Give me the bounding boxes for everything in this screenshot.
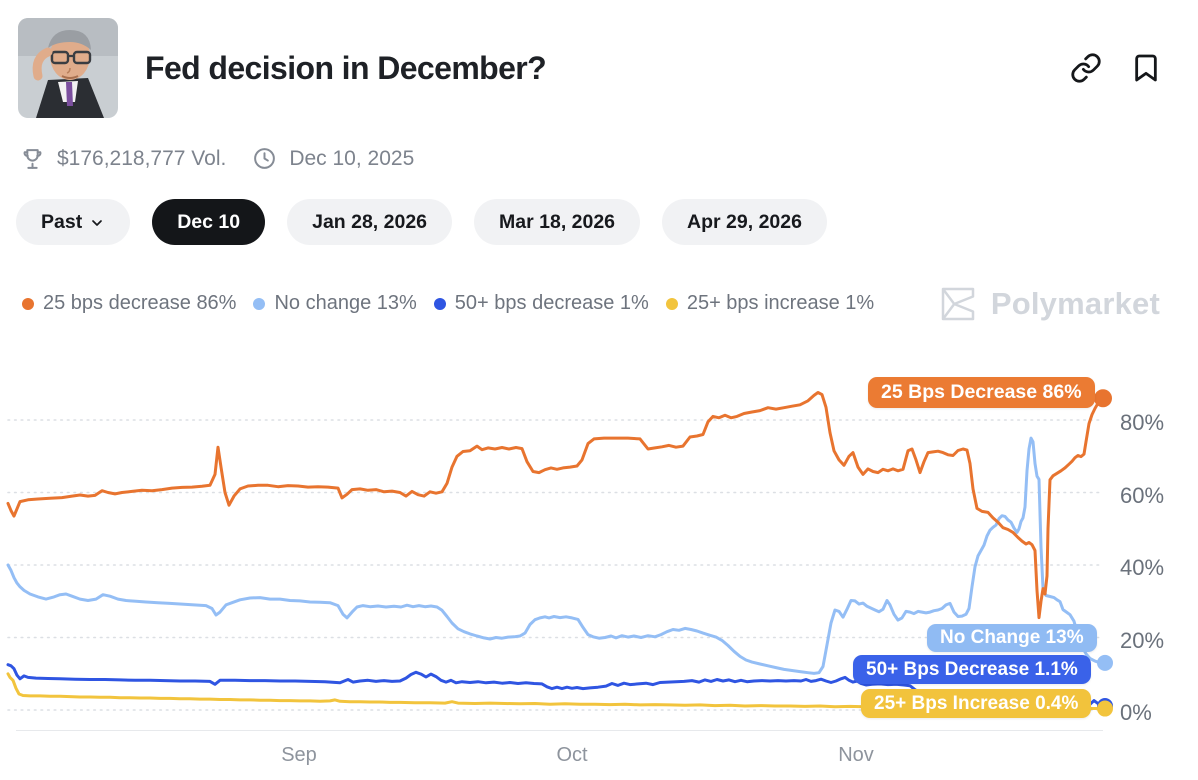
legend-dot-yellow: [665, 297, 678, 310]
volume-stat: $176,218,777 Vol.: [57, 146, 227, 170]
legend-item-25bps-increase: 25+ bps increase 1%: [665, 292, 874, 315]
line-no-change: [6, 436, 1105, 675]
legend-dot-blue: [433, 297, 446, 310]
clock-icon: [254, 148, 276, 169]
x-tick-nov: Nov: [838, 744, 874, 766]
badge-50bps-decrease: 50+ Bps Decrease 1.1%: [853, 655, 1091, 684]
x-axis-labels: Sep Oct Nov: [0, 744, 1198, 774]
y-tick-20%: 20%: [1120, 627, 1165, 653]
event-stats: $176,218,777 Vol. Dec 10, 2025: [20, 146, 414, 171]
y-tick-60%: 60%: [1120, 482, 1165, 508]
badge-25bps-decrease: 25 Bps Decrease 86%: [868, 377, 1095, 408]
page-title: Fed decision in December?: [145, 50, 547, 86]
tab-jan-28-2026[interactable]: Jan 28, 2026: [287, 199, 453, 245]
polymarket-watermark: Polymarket: [938, 284, 1160, 324]
x-tick-sep: Sep: [281, 744, 317, 766]
date-tabs: Past Dec 10 Jan 28, 2026 Mar 18, 2026 Ap…: [16, 199, 827, 245]
probability-chart[interactable]: 80% 60% 40% 20% 0% 25 Bps Decrease 86% No Ch…: [0, 355, 1198, 735]
end-dot-no-change: [1097, 654, 1113, 671]
polymarket-logo-icon: [941, 287, 975, 321]
tab-dec-10[interactable]: Dec 10: [152, 199, 266, 245]
y-tick-80%: 80%: [1120, 410, 1165, 435]
past-dropdown[interactable]: Past: [16, 199, 131, 245]
badge-no-change: No Change 13%: [927, 624, 1097, 652]
x-tick-oct: Oct: [556, 744, 588, 766]
event-avatar: [18, 18, 118, 118]
legend-item-50bps-decrease: 50+ bps decrease 1%: [433, 292, 649, 315]
legend-dot-lightblue: [253, 297, 266, 310]
y-tick-0%: 0%: [1120, 700, 1152, 725]
end-dot-25-bps-decrease: [1094, 389, 1112, 408]
y-tick-40%: 40%: [1120, 555, 1165, 580]
tab-apr-29-2026[interactable]: Apr 29, 2026: [662, 199, 827, 245]
powell-portrait-image: [18, 18, 118, 118]
copy-link-icon[interactable]: [1070, 52, 1102, 84]
chart-legend: 25 bps decrease 86% No change 13% 50+ bp…: [22, 292, 874, 315]
badge-25bps-increase: 25+ Bps Increase 0.4%: [861, 689, 1092, 718]
line-25-bps-decrease: [6, 391, 1105, 620]
chevron-down-icon: [92, 220, 103, 226]
legend-dot-orange: [22, 297, 34, 310]
bookmark-icon[interactable]: [1130, 52, 1162, 84]
end-dot-25-bps-increase: [1097, 700, 1113, 717]
x-axis-line: [16, 730, 1103, 731]
chart-canvas[interactable]: [0, 355, 1198, 735]
polymarket-brand-text: Polymarket: [990, 286, 1160, 321]
trophy-icon: [23, 149, 42, 169]
tab-mar-18-2026[interactable]: Mar 18, 2026: [474, 199, 641, 245]
legend-item-25bps-decrease: 25 bps decrease 86%: [22, 292, 236, 315]
legend-item-no-change: No change 13%: [253, 292, 417, 315]
end-date-stat: Dec 10, 2025: [289, 146, 415, 170]
